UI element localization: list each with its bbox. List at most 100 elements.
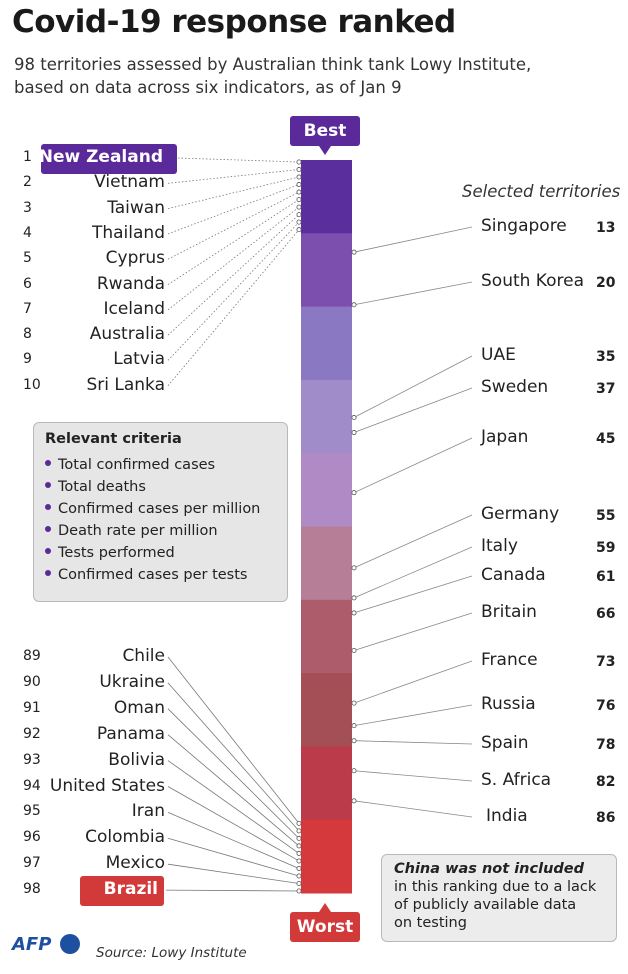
territory-name: Ukraine bbox=[99, 671, 165, 692]
territory-name: Sri Lanka bbox=[86, 374, 165, 395]
territory-name: Bolivia bbox=[108, 749, 165, 770]
scale-band bbox=[301, 379, 352, 454]
territory-name: Panama bbox=[96, 723, 165, 744]
selected-territory-rank: 86 bbox=[596, 810, 616, 826]
rank-marker bbox=[296, 865, 302, 871]
territory-name: New Zealand bbox=[38, 147, 163, 167]
criteria-item: Tests performed bbox=[45, 545, 175, 561]
territory-name: Vietnam bbox=[94, 172, 165, 193]
leader-line bbox=[167, 812, 300, 869]
territory-name: Latvia bbox=[113, 349, 165, 370]
afp-logo: AFP bbox=[12, 934, 52, 955]
rank-marker bbox=[296, 212, 302, 218]
rank-marker bbox=[296, 204, 302, 210]
leader-line bbox=[167, 229, 300, 386]
rank-number: 89 bbox=[23, 648, 41, 664]
rank-number: 98 bbox=[23, 881, 41, 898]
criteria-item: Confirmed cases per million bbox=[45, 501, 260, 517]
leader-line bbox=[353, 355, 473, 418]
rank-marker bbox=[296, 167, 302, 173]
subtitle-line-2: based on data across six indicators, as … bbox=[14, 78, 402, 97]
rank-marker bbox=[296, 850, 302, 856]
rank-number: 95 bbox=[23, 803, 41, 820]
leader-line bbox=[353, 281, 473, 306]
leader-line bbox=[167, 221, 300, 361]
best-label: Best bbox=[290, 116, 360, 146]
territory-name: United States bbox=[49, 775, 165, 796]
scale-band bbox=[301, 160, 352, 234]
leader-line bbox=[353, 514, 473, 569]
leader-line bbox=[353, 704, 473, 727]
leader-line bbox=[167, 176, 300, 209]
leader-line bbox=[353, 226, 473, 253]
rank-number: 90 bbox=[23, 673, 41, 690]
selected-territory-name: Canada bbox=[481, 565, 546, 585]
leader-line bbox=[167, 786, 300, 862]
rank-marker bbox=[351, 430, 357, 436]
leader-line bbox=[353, 800, 473, 818]
note-line: of publicly available data bbox=[394, 897, 577, 913]
leader-line bbox=[167, 682, 300, 832]
selected-territory-name: Japan bbox=[481, 427, 529, 447]
scale-band bbox=[301, 673, 352, 747]
scale-band bbox=[301, 306, 352, 381]
selected-territory-rank: 59 bbox=[596, 540, 616, 556]
territory-name: Australia bbox=[89, 324, 165, 345]
leader-line bbox=[167, 760, 300, 854]
selected-territory-rank: 37 bbox=[596, 381, 616, 397]
criteria-item: Total confirmed cases bbox=[45, 457, 215, 473]
subtitle-line-1: 98 territories assessed by Australian th… bbox=[14, 55, 532, 74]
rank-marker bbox=[296, 828, 302, 834]
china-note-box: China was not included in this ranking d… bbox=[381, 854, 617, 942]
selected-territory-rank: 20 bbox=[596, 275, 616, 291]
rank-number: 97 bbox=[23, 855, 41, 872]
territory-name: Mexico bbox=[105, 853, 165, 874]
leader-line bbox=[167, 708, 300, 839]
note-line: in this ranking due to a lack bbox=[394, 879, 597, 895]
selected-territory-rank: 55 bbox=[596, 508, 616, 524]
leader-line bbox=[167, 863, 300, 884]
selected-territory-name: Britain bbox=[481, 602, 537, 622]
rank-marker bbox=[296, 189, 302, 195]
territory-name: Colombia bbox=[85, 827, 165, 848]
scale-band bbox=[301, 599, 352, 674]
rank-number: 8 bbox=[23, 326, 32, 343]
leader-line bbox=[177, 157, 300, 163]
selected-territory-rank: 45 bbox=[596, 431, 616, 447]
selected-territory-rank: 76 bbox=[596, 698, 616, 714]
scale-band bbox=[301, 819, 352, 894]
leader-line bbox=[167, 206, 300, 311]
leader-line bbox=[353, 387, 473, 433]
scale-band bbox=[301, 526, 352, 601]
rank-marker bbox=[351, 249, 357, 255]
scale-band bbox=[301, 453, 352, 527]
scale-band bbox=[301, 746, 352, 821]
leader-line bbox=[353, 575, 473, 614]
rank-number: 7 bbox=[23, 300, 32, 317]
leader-line bbox=[167, 184, 300, 235]
rank-marker bbox=[296, 219, 302, 225]
rank-marker bbox=[351, 490, 357, 496]
leader-line bbox=[353, 660, 473, 704]
rank-marker bbox=[296, 174, 302, 180]
rank-marker bbox=[351, 768, 357, 774]
criteria-box: Relevant criteria Total confirmed cases … bbox=[33, 422, 288, 602]
rank-marker bbox=[351, 415, 357, 421]
leader-line bbox=[167, 837, 300, 877]
leader-line bbox=[167, 199, 300, 285]
leader-line bbox=[167, 656, 300, 824]
rank-number: 93 bbox=[23, 751, 41, 768]
leader-line bbox=[353, 437, 473, 494]
rank-number: 9 bbox=[23, 351, 32, 368]
selected-territory-name: UAE bbox=[481, 345, 516, 365]
selected-territories-title: Selected territories bbox=[462, 182, 621, 201]
selected-territory-rank: 66 bbox=[596, 606, 616, 622]
criteria-item: Total deaths bbox=[45, 479, 146, 495]
chart-title: Covid-19 response ranked bbox=[12, 4, 456, 40]
selected-territory-name: Sweden bbox=[481, 377, 549, 397]
selected-territory-name: South Korea bbox=[481, 271, 585, 291]
bullet-icon bbox=[45, 526, 51, 532]
criteria-item: Confirmed cases per tests bbox=[45, 567, 247, 583]
rank-number: 3 bbox=[23, 199, 32, 216]
rank-marker bbox=[296, 873, 302, 879]
